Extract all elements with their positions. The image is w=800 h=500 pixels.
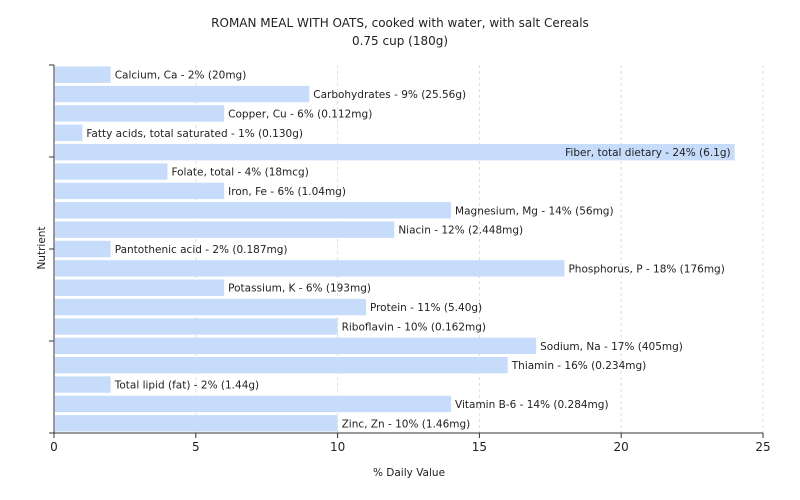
bar-label: Carbohydrates - 9% (25.56g) [313,89,466,101]
bar [55,163,168,180]
bar [55,318,338,335]
bar-label: Riboflavin - 10% (0.162mg) [342,321,486,333]
x-axis-label: % Daily Value [373,467,445,479]
y-axis-label: Nutrient [36,226,48,269]
bar-label: Thiamin - 16% (0.234mg) [511,360,647,372]
bar-label: Phosphorus, P - 18% (176mg) [568,263,724,275]
bar [55,221,395,238]
bar-label: Magnesium, Mg - 14% (56mg) [455,205,614,217]
axes: 0 5 10 15 20 25 [49,64,771,454]
bar-label: Folate, total - 4% (18mcg) [171,167,308,179]
bar [55,143,735,161]
bar-label: Niacin - 12% (2.448mg) [398,225,523,237]
chart-subtitle: 0.75 cup (180g) [352,34,448,48]
x-tick-label: 10 [330,440,345,454]
bar [55,66,111,83]
bar [55,105,225,122]
x-tick-label: 0 [50,440,58,454]
bar [55,395,452,413]
bar [55,182,225,200]
bar [55,85,310,103]
bar-label: Sodium, Na - 17% (405mg) [540,341,683,353]
x-tick-label: 25 [755,440,770,454]
bar-label: Fatty acids, total saturated - 1% (0.130… [86,128,303,140]
bar-label: Vitamin B-6 - 14% (0.284mg) [455,399,609,411]
bar-label: Protein - 11% (5.40g) [370,302,482,314]
x-tick-label: 5 [192,440,200,454]
bar [55,260,565,277]
bar [55,202,452,219]
bar-label: Total lipid (fat) - 2% (1.44g) [114,380,259,392]
bar [55,376,111,393]
bar [55,124,83,141]
x-tick-label: 20 [614,440,629,454]
bar [55,240,111,258]
bar-label: Fiber, total dietary - 24% (6.1g) [565,147,730,159]
x-tick-label: 15 [472,440,487,454]
bar-label: Potassium, K - 6% (193mg) [228,283,371,295]
chart-title: ROMAN MEAL WITH OATS, cooked with water,… [211,16,589,30]
bar [55,337,537,355]
bar-label: Copper, Cu - 6% (0.112mg) [228,108,372,120]
bar-label: Zinc, Zn - 10% (1.46mg) [342,418,471,430]
bar-label: Iron, Fe - 6% (1.04mg) [228,186,346,198]
bar [55,298,366,316]
bar-label: Pantothenic acid - 2% (0.187mg) [115,244,288,256]
bars: Calcium, Ca - 2% (20mg) Carbohydrates - 9… [55,66,735,432]
bar [55,357,508,374]
bar-label: Calcium, Ca - 2% (20mg) [115,70,247,82]
bar [55,415,338,432]
bar [55,279,225,296]
